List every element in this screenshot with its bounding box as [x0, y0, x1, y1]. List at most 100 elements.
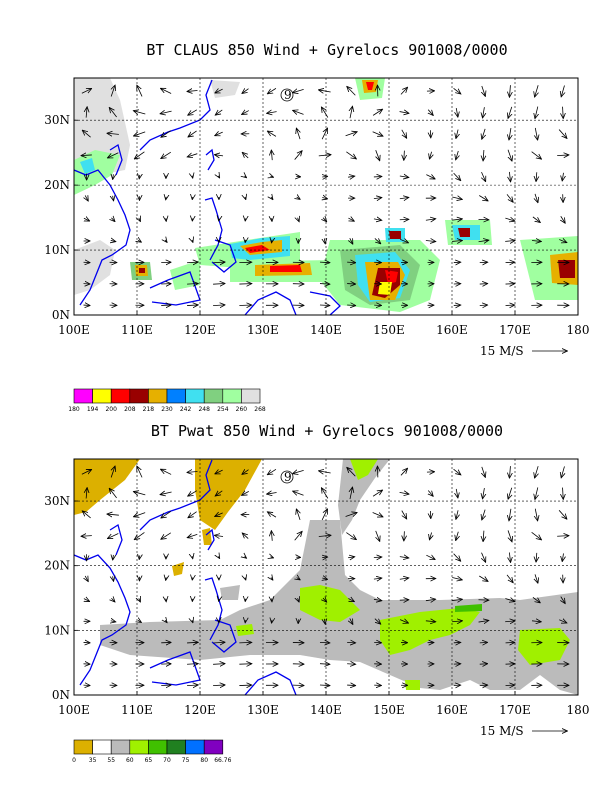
wind-vector [373, 599, 381, 600]
wind-vector [425, 240, 435, 241]
wind-vector [134, 512, 146, 517]
wind-vector [535, 487, 538, 499]
claus-panel: BT CLAUS 850 Wind + Gyrelocs 901008/0000 [44, 41, 589, 413]
wind-vector [324, 238, 325, 243]
colorbar-swatch [166, 388, 186, 404]
wind-vector [81, 470, 91, 475]
wind-vector [456, 488, 458, 498]
wind-vector [161, 151, 172, 158]
wind-vector [187, 642, 198, 643]
colorbar-swatch [203, 739, 224, 755]
wind-vector [242, 491, 249, 495]
wind-vector [323, 218, 326, 222]
wind-vector [215, 535, 224, 536]
wind-vector [509, 128, 511, 140]
wind-vector [399, 557, 409, 558]
wind-vector [479, 195, 487, 201]
wind-vector [215, 155, 224, 156]
wind-vector [215, 89, 223, 93]
wind-vector [558, 129, 567, 139]
wind-vector [135, 532, 145, 539]
wind-vector [111, 85, 115, 97]
wind-vector [83, 511, 91, 519]
x-tick-label: 180 [567, 703, 590, 717]
wind-vector [297, 509, 301, 521]
x-tick-label: 160E [436, 323, 468, 337]
wind-vector [399, 578, 409, 579]
wind-vector [428, 109, 433, 115]
wind-vector [404, 531, 405, 540]
y-tick-label: 0N [52, 688, 70, 702]
wind-vector [350, 487, 352, 500]
wind-vector [452, 577, 462, 579]
wind-vector [404, 150, 405, 160]
wind-vector [215, 470, 223, 474]
wind-vector [453, 87, 461, 93]
colorbar-label: 230 [161, 406, 173, 413]
pwat-axes: 100E 110E 120E 130E 140E 150E 160E 170E 180 0N 10N… [44, 494, 589, 717]
wind-vector [271, 150, 272, 161]
claus-gyre-label: 9 [284, 88, 292, 102]
wind-vector [187, 664, 198, 665]
x-tick-label: 130E [247, 703, 279, 717]
wind-vector [350, 618, 353, 624]
wind-vector [319, 262, 330, 263]
wind-vector [561, 596, 565, 604]
wind-vector [293, 89, 304, 92]
wind-vector [372, 490, 382, 497]
colorbar-swatch [110, 739, 131, 755]
wind-vector [188, 154, 198, 157]
x-tick-label: 170E [499, 703, 531, 717]
wind-vector [509, 508, 511, 521]
wind-vector [243, 533, 249, 539]
colorbar-label: 35 [89, 757, 97, 764]
wind-vector [319, 471, 331, 473]
wind-vector [213, 262, 225, 263]
wind-vector [216, 490, 223, 496]
wind-vector [400, 88, 407, 95]
colorbar-swatch [222, 388, 242, 404]
wind-vector [509, 171, 510, 182]
wind-vector [562, 172, 563, 181]
claus-wind-vectors [81, 85, 568, 305]
wind-vector [215, 513, 223, 516]
x-tick-label: 120E [184, 703, 216, 717]
pwat-colorbar: 0 35 55 60 65 70 75 80 66.76 [72, 739, 232, 764]
colorbar-label: 268 [254, 406, 266, 413]
wind-vector [532, 216, 540, 222]
claus-axes: 100E 110E 120E 130E 140E 150E 160E 170E 180 0N 10N… [44, 113, 589, 337]
wind-vector [401, 510, 407, 519]
wind-vector [192, 240, 193, 242]
wind-vector [430, 532, 432, 539]
colorbar-swatch [129, 388, 149, 404]
wind-vector [425, 599, 435, 600]
wind-vector [270, 557, 273, 558]
x-tick-label: 120E [184, 323, 216, 337]
wind-vector [531, 531, 542, 539]
wind-vector [505, 241, 515, 242]
wind-vector [297, 197, 300, 199]
wind-vector [452, 241, 462, 242]
wind-vector [505, 218, 514, 221]
wind-vector [374, 618, 381, 624]
wind-vector [347, 305, 355, 306]
wind-vector [215, 132, 223, 135]
y-tick-label: 10N [44, 623, 70, 637]
wind-vector [559, 239, 566, 242]
wind-vector [318, 535, 331, 536]
wind-vector [188, 511, 197, 518]
wind-vector [456, 510, 458, 519]
wind-vector [81, 155, 92, 156]
wind-vector [536, 552, 537, 562]
wind-vector [482, 466, 485, 477]
wind-vector [428, 490, 433, 496]
wind-vector [293, 470, 304, 473]
wind-vector [138, 620, 141, 622]
wind-vector [187, 471, 198, 472]
colorbar-swatch [110, 388, 131, 404]
wind-vector [347, 664, 355, 665]
wind-vector [372, 131, 383, 136]
wind-vector [561, 466, 564, 477]
wind-vector [139, 598, 140, 601]
wind-vector [242, 470, 249, 475]
